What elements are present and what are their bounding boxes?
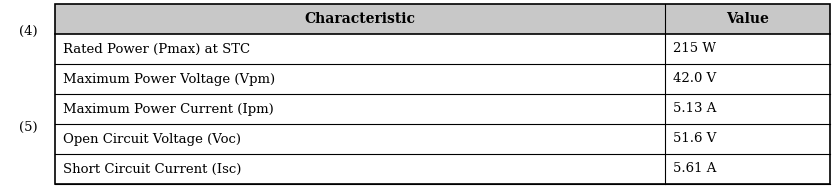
Text: (5): (5) bbox=[18, 121, 37, 133]
Text: Maximum Power Current (Ipm): Maximum Power Current (Ipm) bbox=[63, 103, 274, 116]
Bar bbox=[55, 4, 830, 34]
Text: (4): (4) bbox=[18, 25, 37, 37]
Text: Characteristic: Characteristic bbox=[305, 12, 416, 26]
Text: Value: Value bbox=[726, 12, 769, 26]
Text: Rated Power (Pmax) at STC: Rated Power (Pmax) at STC bbox=[63, 42, 250, 55]
Text: 215 W: 215 W bbox=[673, 42, 716, 55]
Text: Short Circuit Current (Isc): Short Circuit Current (Isc) bbox=[63, 162, 242, 175]
Text: 5.61 A: 5.61 A bbox=[673, 162, 716, 175]
Text: Open Circuit Voltage (Voc): Open Circuit Voltage (Voc) bbox=[63, 132, 241, 146]
Text: Maximum Power Voltage (Vpm): Maximum Power Voltage (Vpm) bbox=[63, 73, 275, 85]
Text: 51.6 V: 51.6 V bbox=[673, 132, 716, 146]
Text: 5.13 A: 5.13 A bbox=[673, 103, 716, 116]
Text: 42.0 V: 42.0 V bbox=[673, 73, 716, 85]
